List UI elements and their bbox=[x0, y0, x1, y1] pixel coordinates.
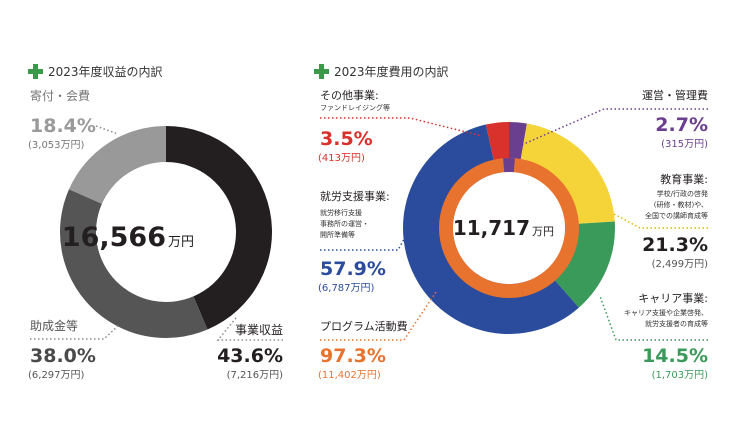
slice-percent: 57.9% bbox=[320, 258, 386, 280]
slice-desc: 学校/行政の啓発 bbox=[657, 189, 708, 198]
slice-label-program: プログラム活動費 97.3% (11,402万円) bbox=[318, 291, 437, 381]
expense-total-value: 11,717 bbox=[453, 216, 530, 240]
expense-inner-slice-2 bbox=[503, 158, 515, 173]
slice-amount: (1,703万円) bbox=[652, 370, 709, 381]
slice-name: 寄付・会費 bbox=[30, 88, 90, 103]
leader-line bbox=[320, 291, 437, 341]
slice-desc: キャリア支援や企業啓発、 bbox=[624, 308, 708, 317]
slice-desc: (研修・教材)や、 bbox=[654, 200, 708, 209]
slice-name: その他事業: bbox=[320, 89, 379, 102]
expense-center-hole bbox=[453, 172, 565, 284]
slice-name: 運営・管理費 bbox=[642, 88, 708, 102]
slice-amount: (413万円) bbox=[318, 153, 365, 164]
revenue-slice-3 bbox=[68, 126, 166, 204]
leader-line bbox=[95, 125, 119, 135]
slice-name: 教育事業: bbox=[660, 172, 708, 186]
expense-outer-slice-2 bbox=[518, 123, 615, 225]
leader-line bbox=[599, 295, 708, 341]
slice-percent: 14.5% bbox=[642, 345, 708, 367]
leader-line bbox=[509, 108, 708, 151]
revenue-chart-header: 2023年度収益の内訳 bbox=[28, 64, 163, 79]
slice-desc: ファンドレイジング等 bbox=[320, 103, 390, 112]
slice-label-donation: 寄付・会費 18.4% (3,053万円) bbox=[28, 88, 119, 151]
slice-label-admin: 運営・管理費 2.7% (315万円) bbox=[509, 88, 708, 151]
revenue-chart-title: 2023年度収益の内訳 bbox=[48, 64, 163, 79]
slice-label-career: キャリア事業: キャリア支援や企業啓発、 就労支援者の育成等 14.5% (1,… bbox=[599, 292, 709, 381]
revenue-total: 16,566 万円 bbox=[62, 222, 194, 253]
revenue-slice-2 bbox=[59, 189, 208, 339]
slice-desc: 就労移行支援 bbox=[320, 208, 362, 217]
expense-total-unit: 万円 bbox=[532, 225, 554, 238]
leader-line bbox=[613, 213, 708, 229]
slice-label-education: 教育事業: 学校/行政の啓発 (研修・教材)や、 全国での講師育成等 21.3%… bbox=[613, 172, 709, 270]
slice-desc: 事務所の運営・ bbox=[320, 219, 369, 228]
green-cross-icon bbox=[314, 64, 329, 79]
expense-chart-header: 2023年度費用の内訳 bbox=[314, 64, 449, 79]
slice-name: 助成金等 bbox=[30, 318, 78, 333]
slice-label-grants: 助成金等 38.0% (6,297万円) bbox=[28, 318, 121, 381]
slice-percent: 21.3% bbox=[642, 234, 708, 256]
slice-label-employment-support: 就労支援事業: 就労移行支援 事務所の運営・ 開所準備等 57.9% (6,78… bbox=[318, 189, 409, 294]
slice-amount: (2,499万円) bbox=[652, 259, 709, 270]
slice-amount: (11,402万円) bbox=[318, 370, 381, 381]
slice-label-other: その他事業: ファンドレイジング等 3.5% (413万円) bbox=[318, 89, 483, 164]
expense-chart-title: 2023年度費用の内訳 bbox=[334, 64, 449, 79]
revenue-total-value: 16,566 bbox=[62, 222, 166, 253]
leader-line bbox=[216, 317, 283, 341]
slice-percent: 97.3% bbox=[320, 345, 386, 367]
revenue-total-unit: 万円 bbox=[168, 235, 194, 250]
slice-name: 就労支援事業: bbox=[320, 189, 390, 203]
slice-amount: (7,216万円) bbox=[227, 370, 284, 381]
expense-total: 11,717 万円 bbox=[453, 216, 554, 240]
expense-donut bbox=[403, 122, 616, 334]
slice-percent: 18.4% bbox=[30, 115, 96, 137]
slice-percent: 38.0% bbox=[30, 345, 96, 367]
leader-line bbox=[30, 323, 121, 340]
slice-name: 事業収益 bbox=[235, 323, 283, 337]
slice-desc: 全国での講師育成等 bbox=[645, 211, 708, 220]
slice-desc: 就労支援者の育成等 bbox=[645, 319, 708, 328]
slice-amount: (6,297万円) bbox=[28, 370, 85, 381]
slice-amount: (315万円) bbox=[661, 139, 708, 150]
slice-label-business: 事業収益 43.6% (7,216万円) bbox=[216, 317, 284, 381]
slice-name: プログラム活動費 bbox=[320, 319, 408, 333]
slice-name: キャリア事業: bbox=[638, 292, 708, 305]
slice-percent: 43.6% bbox=[217, 345, 283, 367]
slice-desc: 開所準備等 bbox=[320, 230, 355, 239]
slice-percent: 3.5% bbox=[320, 128, 373, 150]
green-cross-icon bbox=[28, 64, 43, 79]
slice-amount: (6,787万円) bbox=[318, 283, 375, 294]
slice-amount: (3,053万円) bbox=[28, 140, 85, 151]
revenue-donut bbox=[59, 126, 273, 339]
revenue-slice-1 bbox=[166, 126, 273, 330]
slice-percent: 2.7% bbox=[655, 114, 708, 136]
